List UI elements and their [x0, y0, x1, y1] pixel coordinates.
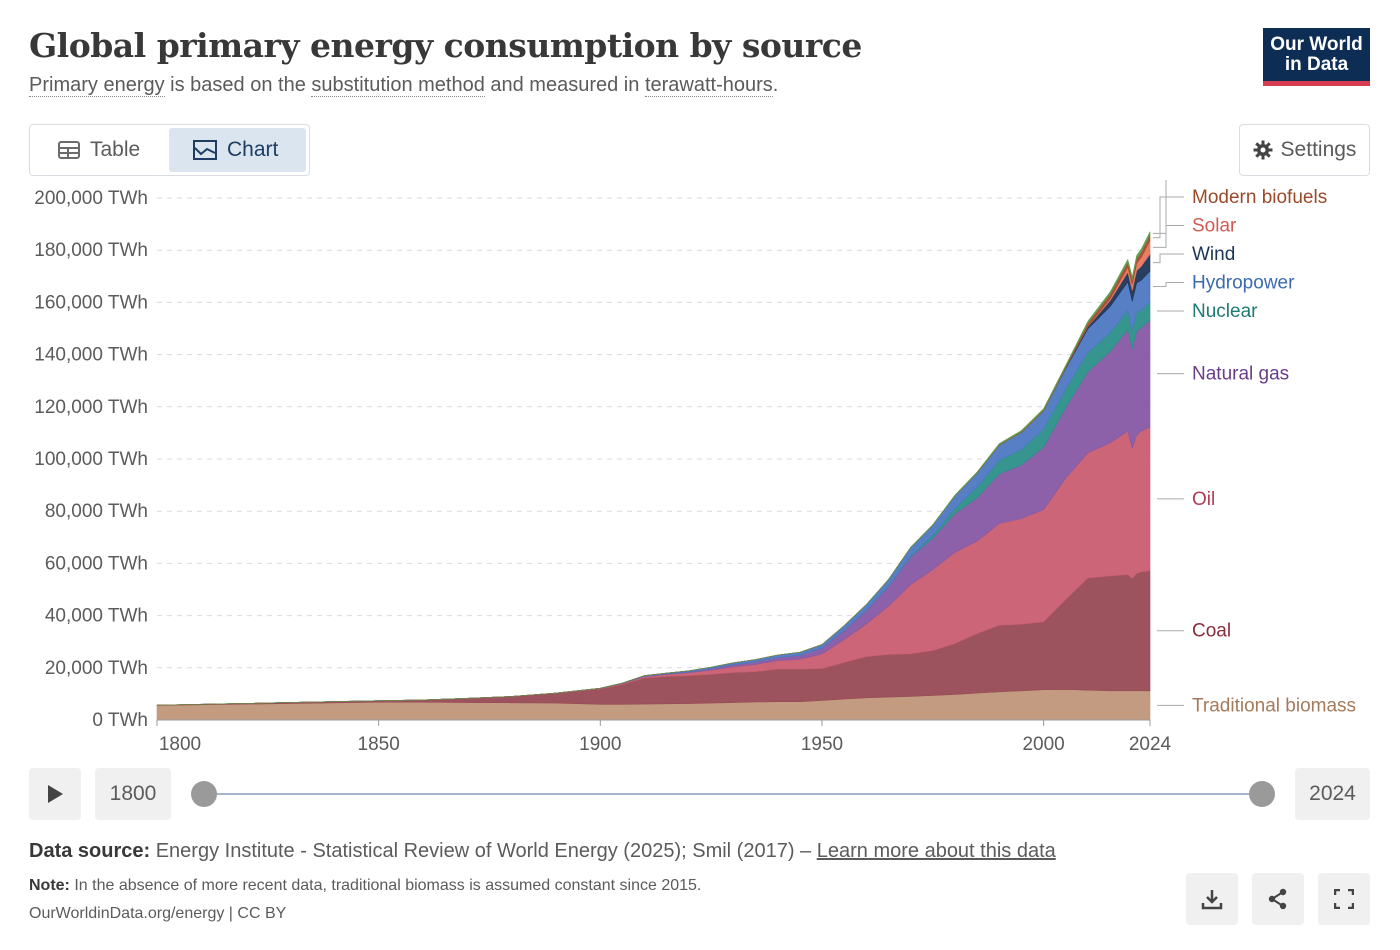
timeline-end-handle[interactable]: [1249, 781, 1275, 807]
x-tick-label: 1900: [579, 734, 621, 755]
legend-connector: [1153, 196, 1184, 239]
end-year-label: 2024: [1309, 782, 1356, 805]
tab-table[interactable]: Table: [34, 128, 168, 172]
legend-label-coal: Coal: [1192, 621, 1231, 642]
note-text: In the absence of more recent data, trad…: [69, 877, 702, 894]
y-tick-label: 80,000 TWh: [45, 501, 148, 522]
x-tick-label: 1850: [358, 734, 400, 755]
fullscreen-icon: [1334, 889, 1354, 909]
legend-connector: [1153, 225, 1184, 248]
legend-label-hydropower: Hydropower: [1192, 273, 1295, 294]
subtitle-text: is based on the: [164, 74, 312, 96]
y-tick-label: 160,000 TWh: [34, 292, 148, 313]
y-tick-label: 120,000 TWh: [34, 397, 148, 418]
y-tick-label: 200,000 TWh: [34, 188, 148, 209]
view-toggle: Table Chart: [29, 124, 310, 176]
download-icon: [1201, 890, 1223, 910]
logo-line2: in Data: [1284, 54, 1349, 75]
logo-line1: Our World: [1270, 34, 1363, 55]
end-year-box[interactable]: 2024: [1295, 768, 1370, 820]
credit-line: OurWorldinData.org/energy | CC BY: [29, 905, 287, 922]
learn-more-link[interactable]: Learn more about this data: [816, 840, 1056, 862]
table-icon: [58, 141, 80, 159]
x-tick-label: 1950: [801, 734, 843, 755]
settings-button[interactable]: Settings: [1239, 124, 1370, 176]
x-tick-label: 2000: [1022, 734, 1064, 755]
data-source-label: Data source:: [29, 840, 151, 862]
legend-connector: [1153, 180, 1167, 234]
subtitle-text: and measured in: [484, 74, 645, 96]
settings-label: Settings: [1280, 138, 1357, 161]
tab-chart-label: Chart: [227, 138, 279, 161]
legend-label-wind: Wind: [1192, 244, 1235, 265]
note-label: Note:: [29, 877, 70, 894]
start-year-label: 1800: [109, 782, 157, 805]
x-tick-label: 2024: [1129, 734, 1172, 755]
stacked-area-chart: 0 TWh 20,000 TWh 40,000 TWh 60,000 TWh 80,00…: [34, 180, 1356, 755]
data-source-text: Energy Institute - Statistical Review of…: [150, 840, 817, 862]
share-button[interactable]: [1252, 873, 1304, 925]
y-tick-label: 20,000 TWh: [45, 658, 148, 679]
chart-icon: [193, 140, 217, 160]
substitution-method-link[interactable]: substitution method: [311, 74, 485, 97]
y-tick-label: 140,000 TWh: [34, 345, 148, 366]
legend-label-oil: Oil: [1192, 489, 1215, 510]
x-tick-label: 1800: [159, 734, 201, 755]
terawatt-hours-link[interactable]: terawatt-hours: [644, 74, 773, 97]
gear-icon: [1253, 140, 1273, 160]
download-button[interactable]: [1186, 873, 1238, 925]
legend-label-nuclear: Nuclear: [1192, 301, 1258, 322]
y-tick-label: 100,000 TWh: [34, 449, 148, 470]
tab-chart[interactable]: Chart: [169, 128, 306, 172]
timeline-track[interactable]: [205, 793, 1262, 795]
share-icon: [1268, 888, 1287, 910]
tab-table-label: Table: [90, 138, 141, 161]
legend-label-modern-biofuels: Modern biofuels: [1192, 187, 1327, 208]
y-tick-label: 180,000 TWh: [34, 240, 148, 261]
start-year-box[interactable]: 1800: [95, 768, 171, 820]
play-button[interactable]: [29, 768, 81, 820]
legend-label-traditional-biomass: Traditional biomass: [1192, 695, 1356, 716]
chart-subtitle: Primary energy is based on the substitut…: [29, 74, 778, 97]
y-tick-label: 40,000 TWh: [45, 606, 148, 627]
subtitle-text: .: [772, 74, 779, 96]
data-source: Data source: Energy Institute - Statisti…: [29, 840, 1056, 863]
legend-label-natural-gas: Natural gas: [1192, 364, 1289, 385]
timeline-start-handle[interactable]: [191, 781, 217, 807]
chart-note: Note: In the absence of more recent data…: [29, 877, 701, 895]
y-tick-label: 60,000 TWh: [45, 553, 148, 574]
primary-energy-link[interactable]: Primary energy: [29, 74, 165, 97]
legend-connector: [1153, 253, 1184, 264]
play-icon: [48, 785, 63, 803]
owid-logo[interactable]: Our World in Data: [1263, 28, 1370, 86]
area-other-renewables: [156, 231, 1151, 706]
fullscreen-button[interactable]: [1318, 873, 1370, 925]
y-tick-label: 0 TWh: [92, 710, 148, 731]
chart-title: Global primary energy consumption by sou…: [29, 26, 862, 65]
legend-connector: [1153, 282, 1184, 287]
legend-label-solar: Solar: [1192, 216, 1237, 237]
